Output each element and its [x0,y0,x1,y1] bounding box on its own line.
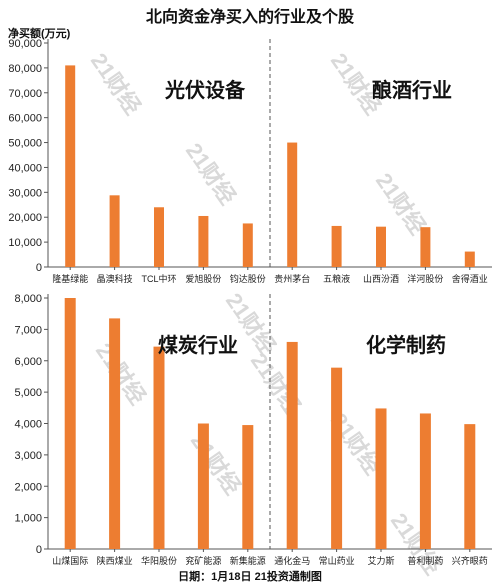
bar [419,413,431,549]
bar [464,424,476,549]
bar [375,408,387,549]
bar [197,423,209,549]
y-tick-label: 10,000 [8,237,42,249]
y-tick-label: 40,000 [8,162,42,174]
bar [65,65,76,268]
bar [64,298,76,549]
x-tick-label: 晶澳科技 [97,273,133,284]
x-tick-label: TCL中环 [141,273,176,284]
x-tick-label: 新集能源 [230,555,266,566]
x-tick-label: 爱旭股份 [185,273,221,284]
y-tick-label: 8,000 [14,293,42,305]
x-tick-label: 山西汾酒 [363,274,399,284]
bar [331,367,343,549]
watermark-text: 21财经 [86,49,146,119]
y-tick-label: 20,000 [8,212,42,224]
x-tick-label: 兴齐眼药 [452,555,488,566]
y-tick-label: 60,000 [8,113,42,125]
bar [242,425,254,549]
watermark-text: 21财经 [181,139,241,209]
bar [153,346,165,549]
x-tick-label: 华阳股份 [141,555,177,566]
y-tick-label: 4,000 [14,419,42,431]
bar [198,215,209,267]
bar [154,207,164,267]
x-tick-label: 贵州茅台 [274,273,310,284]
y-tick-label: 7,000 [14,324,42,336]
watermark-text: 21财经 [186,429,246,499]
y-tick-label: 80,000 [8,63,42,75]
bar [376,226,386,267]
x-tick-label: 洋河股份 [407,273,443,284]
group-label: 光伏设备 [164,78,246,102]
y-tick-label: 30,000 [8,187,42,199]
x-tick-label: 山煤国际 [52,555,88,566]
group-label: 化学制药 [366,333,446,357]
group-label: 煤炭行业 [158,333,238,357]
y-axis-label: 净买额(万元) [8,28,71,40]
chart-title: 北向资金净买入的行业及个股 [145,9,354,26]
x-tick-label: 舍得酒业 [452,273,488,284]
y-tick-label: 3,000 [14,450,42,462]
x-tick-label: 常山药业 [319,555,355,566]
bar [109,195,120,267]
watermark-text: 21财经 [91,339,151,409]
y-tick-label: 0 [36,544,42,556]
x-tick-label: 五粮液 [323,273,350,284]
bar [464,251,475,267]
y-tick-label: 5,000 [14,387,42,399]
bar [420,227,431,267]
x-tick-label: 通化金马 [274,555,310,566]
x-tick-label: 普利制药 [407,555,443,566]
x-tick-label: 艾力斯 [367,555,394,566]
footer-note: 日期：1月18日 21投资通制图 [178,571,322,583]
group-label: 酿酒行业 [372,78,452,102]
y-tick-label: 1,000 [14,513,42,525]
y-tick-label: 2,000 [14,481,42,493]
y-tick-label: 6,000 [14,356,42,368]
bar [109,318,121,549]
x-tick-label: 兖矿能源 [185,555,221,566]
bar [242,223,253,267]
bar [286,341,298,549]
x-tick-label: 钧达股份 [230,273,266,284]
bar [331,225,342,267]
y-tick-label: 90,000 [8,38,42,50]
x-tick-label: 陕西煤业 [97,555,133,566]
x-tick-label: 隆基绿能 [52,273,88,284]
y-tick-label: 50,000 [8,138,42,150]
bar [287,142,298,267]
y-tick-label: 0 [36,262,42,274]
y-tick-label: 70,000 [8,88,42,100]
